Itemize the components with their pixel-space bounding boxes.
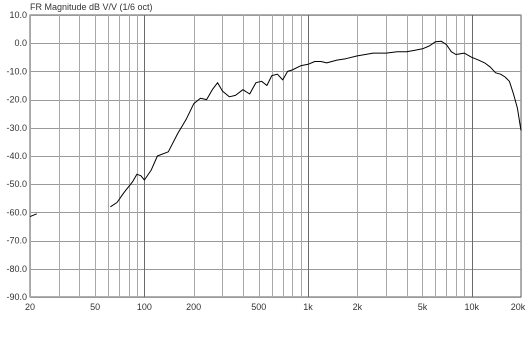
fr-magnitude-line (110, 40, 522, 208)
x-tick-label: 10k (464, 302, 479, 312)
y-tick-label: -60.0 (6, 207, 27, 217)
x-tick-label: 100 (137, 302, 152, 312)
y-tick-label: -90.0 (6, 292, 27, 302)
x-tick-label: 50 (90, 302, 100, 312)
y-tick-label: -20.0 (6, 95, 27, 105)
y-tick-label: -30.0 (6, 123, 27, 133)
y-tick-label: -70.0 (6, 236, 27, 246)
y-tick-label: -40.0 (6, 151, 27, 161)
x-tick-label: 20k (511, 302, 526, 312)
x-tick-label: 2k (353, 302, 363, 312)
tick-labels: 10.0 0.0 -10.0 -20.0 -30.0 -40.0 -50.0 -60.0 -70… (6, 10, 525, 312)
fr-magnitude-line (29, 213, 37, 218)
y-tick-label: -80.0 (6, 264, 27, 274)
x-tick-label: 20 (25, 302, 35, 312)
series-layer (29, 40, 522, 218)
y-tick-label: -50.0 (6, 179, 27, 189)
grid-lines (29, 14, 522, 298)
y-tick-label: -10.0 (6, 66, 27, 76)
x-tick-label: 200 (186, 302, 201, 312)
chart-title: FR Magnitude dB V/V (1/6 oct) (30, 2, 153, 12)
x-tick-label: 1k (303, 302, 313, 312)
x-tick-label: 500 (251, 302, 266, 312)
y-tick-label: 0.0 (14, 38, 27, 48)
y-tick-label: 10.0 (9, 10, 27, 20)
x-tick-label: 5k (418, 302, 428, 312)
